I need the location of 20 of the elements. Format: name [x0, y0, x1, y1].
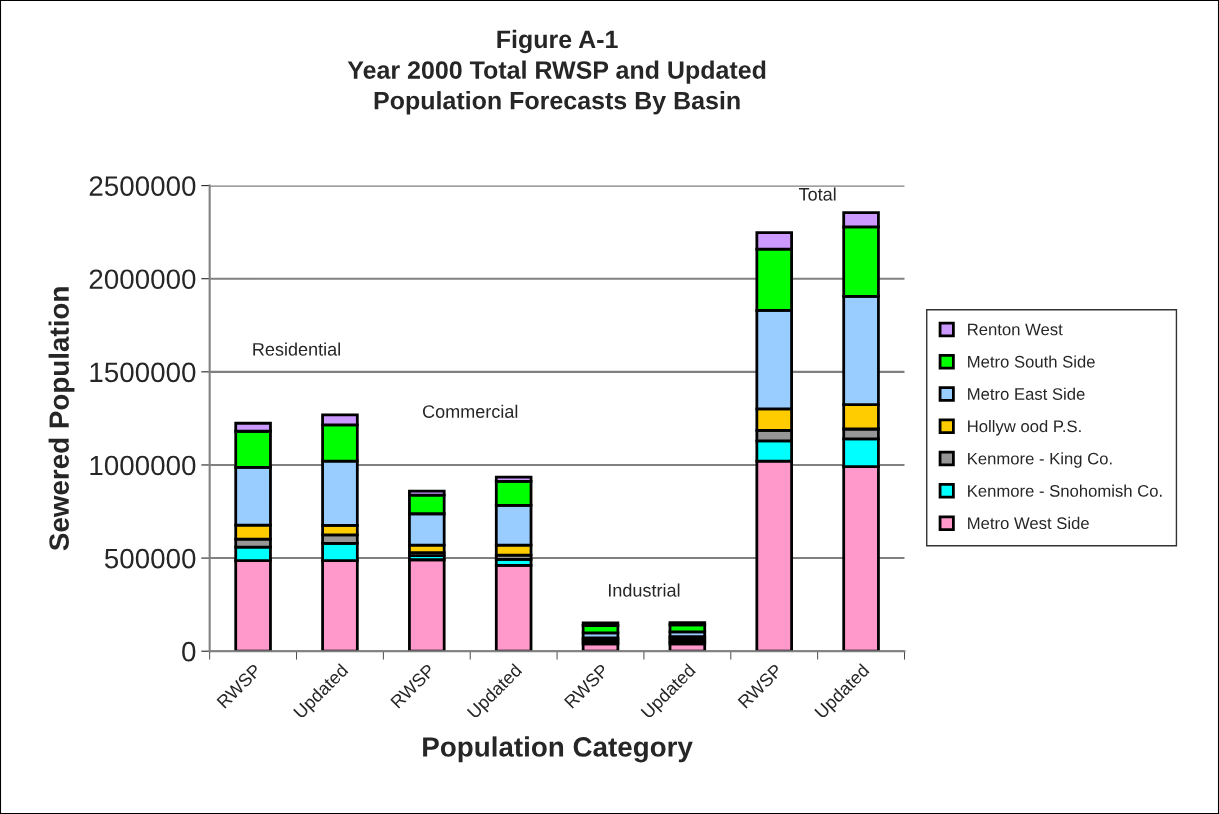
y-axis-title: Sewered Population — [48, 287, 75, 551]
legend-label: Metro East Side — [968, 387, 1085, 400]
y-tick-label: 1000000 — [90, 455, 196, 476]
chart-title: Figure A-1 Year 2000 Total RWSP and Updated Population Forecasts By Basin — [347, 29, 766, 115]
legend-label: Hollyw ood P.S. — [968, 419, 1081, 436]
legend-label: Kenmore - Snohomish Co. — [968, 484, 1162, 497]
annotation: Industrial — [608, 583, 680, 597]
y-tick-label: 0 — [182, 641, 196, 662]
legend-label: Metro South Side — [968, 355, 1095, 368]
annotation: Commercial — [422, 404, 518, 418]
annotation: Total — [798, 187, 836, 201]
legend-label: Renton West — [968, 323, 1063, 336]
annotation: Residential — [253, 342, 340, 356]
x-axis-title: Population Category — [423, 736, 693, 763]
y-tick-label: 500000 — [104, 548, 196, 569]
legend-label: Metro West Side — [968, 516, 1089, 530]
y-tick-label: 1500000 — [90, 362, 196, 383]
legend-label: Kenmore - King Co. — [968, 452, 1112, 468]
y-tick-label: 2000000 — [89, 269, 196, 290]
y-tick-label: 2500000 — [89, 176, 196, 196]
